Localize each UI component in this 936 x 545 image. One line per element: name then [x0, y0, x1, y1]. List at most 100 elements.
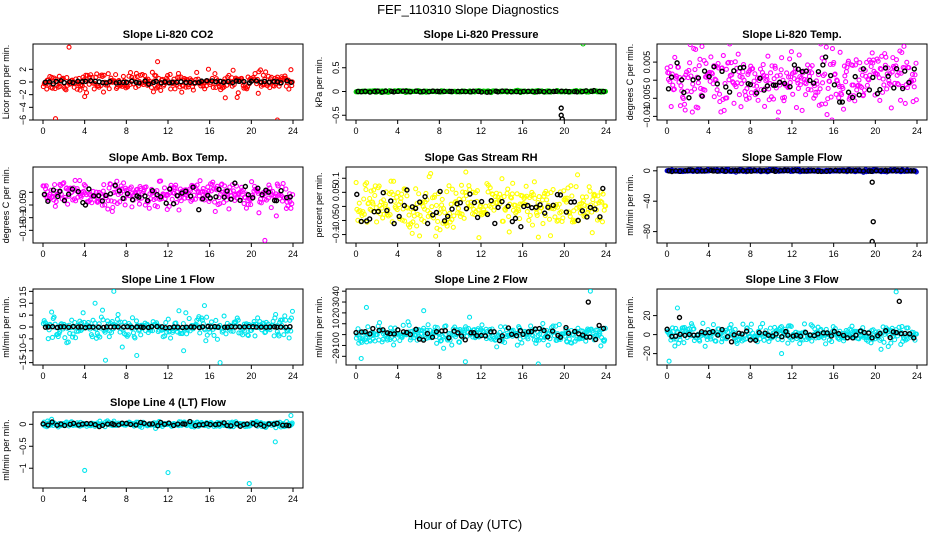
- hourly-point: [525, 329, 532, 335]
- sample-point: [586, 184, 592, 190]
- sample-point: [104, 318, 111, 324]
- sample-point: [462, 190, 468, 196]
- hourly-point: [743, 328, 750, 334]
- sample-point: [564, 195, 570, 201]
- panel-title: Slope Sample Flow: [742, 152, 843, 164]
- sample-point: [912, 72, 918, 78]
- sample-point: [252, 71, 258, 77]
- hourly-point: [574, 89, 580, 95]
- sample-point: [787, 79, 793, 86]
- sample-point: [166, 203, 172, 209]
- sample-point: [376, 320, 383, 326]
- hourly-point: [772, 82, 779, 88]
- hourly-point: [719, 326, 725, 333]
- sample-point: [883, 54, 889, 60]
- y-tick-label: −0.05: [331, 209, 341, 232]
- sample-point: [547, 233, 554, 239]
- sample-point: [823, 44, 829, 50]
- hourly-point: [811, 80, 817, 86]
- sample-point: [212, 199, 218, 205]
- sample-point: [221, 199, 227, 205]
- sample-point: [904, 85, 910, 91]
- sample-point: [571, 208, 577, 214]
- hourly-point: [204, 77, 210, 84]
- sample-point: [115, 312, 121, 318]
- hourly-point: [458, 333, 465, 339]
- x-tick-label: 8: [748, 249, 753, 259]
- hourly-point: [144, 197, 151, 204]
- hourly-point: [877, 86, 883, 93]
- sample-point: [121, 180, 127, 186]
- sample-point: [106, 334, 112, 340]
- hourly-point: [92, 421, 98, 428]
- hourly-point: [463, 205, 470, 212]
- hourly-point: [149, 323, 155, 330]
- sample-point: [499, 176, 505, 182]
- points-layer: [353, 289, 608, 365]
- hourly-point: [90, 324, 96, 330]
- sample-point: [500, 218, 506, 224]
- hourly-point: [187, 193, 194, 199]
- sample-point: [119, 344, 125, 350]
- sample-point: [529, 332, 535, 338]
- sample-point: [413, 186, 419, 192]
- sample-point: [136, 201, 142, 207]
- sample-point: [767, 325, 773, 331]
- outlier-point: [66, 44, 72, 50]
- sample-point: [89, 334, 95, 340]
- sample-point: [210, 84, 216, 91]
- sample-point: [700, 320, 706, 326]
- hourly-point: [824, 330, 830, 336]
- sample-point: [256, 210, 262, 216]
- hourly-point: [600, 325, 607, 332]
- hourly-point: [107, 78, 113, 85]
- y-axis-label: kPa per min.: [314, 57, 324, 108]
- sample-point: [877, 97, 883, 103]
- hourly-point: [196, 207, 202, 213]
- sample-point: [205, 184, 211, 190]
- hourly-point: [404, 187, 410, 193]
- sample-point: [148, 84, 155, 90]
- sample-point: [818, 44, 824, 47]
- y-tick-label: −80: [642, 224, 652, 239]
- sample-point: [376, 183, 382, 189]
- sample-point: [105, 206, 111, 212]
- sample-point: [451, 213, 457, 219]
- hourly-point: [550, 202, 556, 209]
- hourly-point: [42, 324, 49, 330]
- panel-title: Slope Line 4 (LT) Flow: [110, 397, 226, 409]
- sample-point: [263, 69, 269, 75]
- hourly-point: [802, 329, 809, 336]
- hourly-point: [827, 72, 834, 79]
- panel-8: Slope Line 2 Flow ml/min per min. 0 4 8 12 16 2…: [314, 274, 617, 381]
- hourly-point: [120, 195, 126, 202]
- sample-point: [211, 332, 217, 338]
- hourly-point: [198, 78, 205, 84]
- hourly-point: [877, 330, 883, 337]
- hourly-point: [45, 422, 51, 428]
- hourly-point: [237, 197, 243, 204]
- sample-point: [356, 200, 362, 206]
- hourly-point: [153, 78, 159, 85]
- sample-point: [876, 75, 882, 81]
- sample-point: [127, 70, 134, 76]
- sample-point: [230, 188, 236, 194]
- sample-point: [357, 335, 363, 341]
- hourly-point: [233, 78, 240, 84]
- sample-point: [526, 217, 532, 223]
- hourly-point: [902, 330, 908, 337]
- sample-point: [870, 60, 876, 66]
- hourly-point: [874, 90, 881, 97]
- sample-point: [697, 338, 703, 344]
- sample-point: [245, 333, 251, 339]
- hourly-point: [575, 217, 581, 224]
- hourly-point: [505, 203, 511, 209]
- x-tick-label: 16: [829, 249, 839, 259]
- sample-point: [668, 103, 674, 110]
- sample-point: [370, 201, 376, 207]
- hourly-point: [728, 339, 735, 345]
- sample-point: [602, 337, 608, 343]
- sample-point: [46, 327, 52, 333]
- hourly-point: [557, 334, 564, 340]
- sample-point: [158, 178, 164, 184]
